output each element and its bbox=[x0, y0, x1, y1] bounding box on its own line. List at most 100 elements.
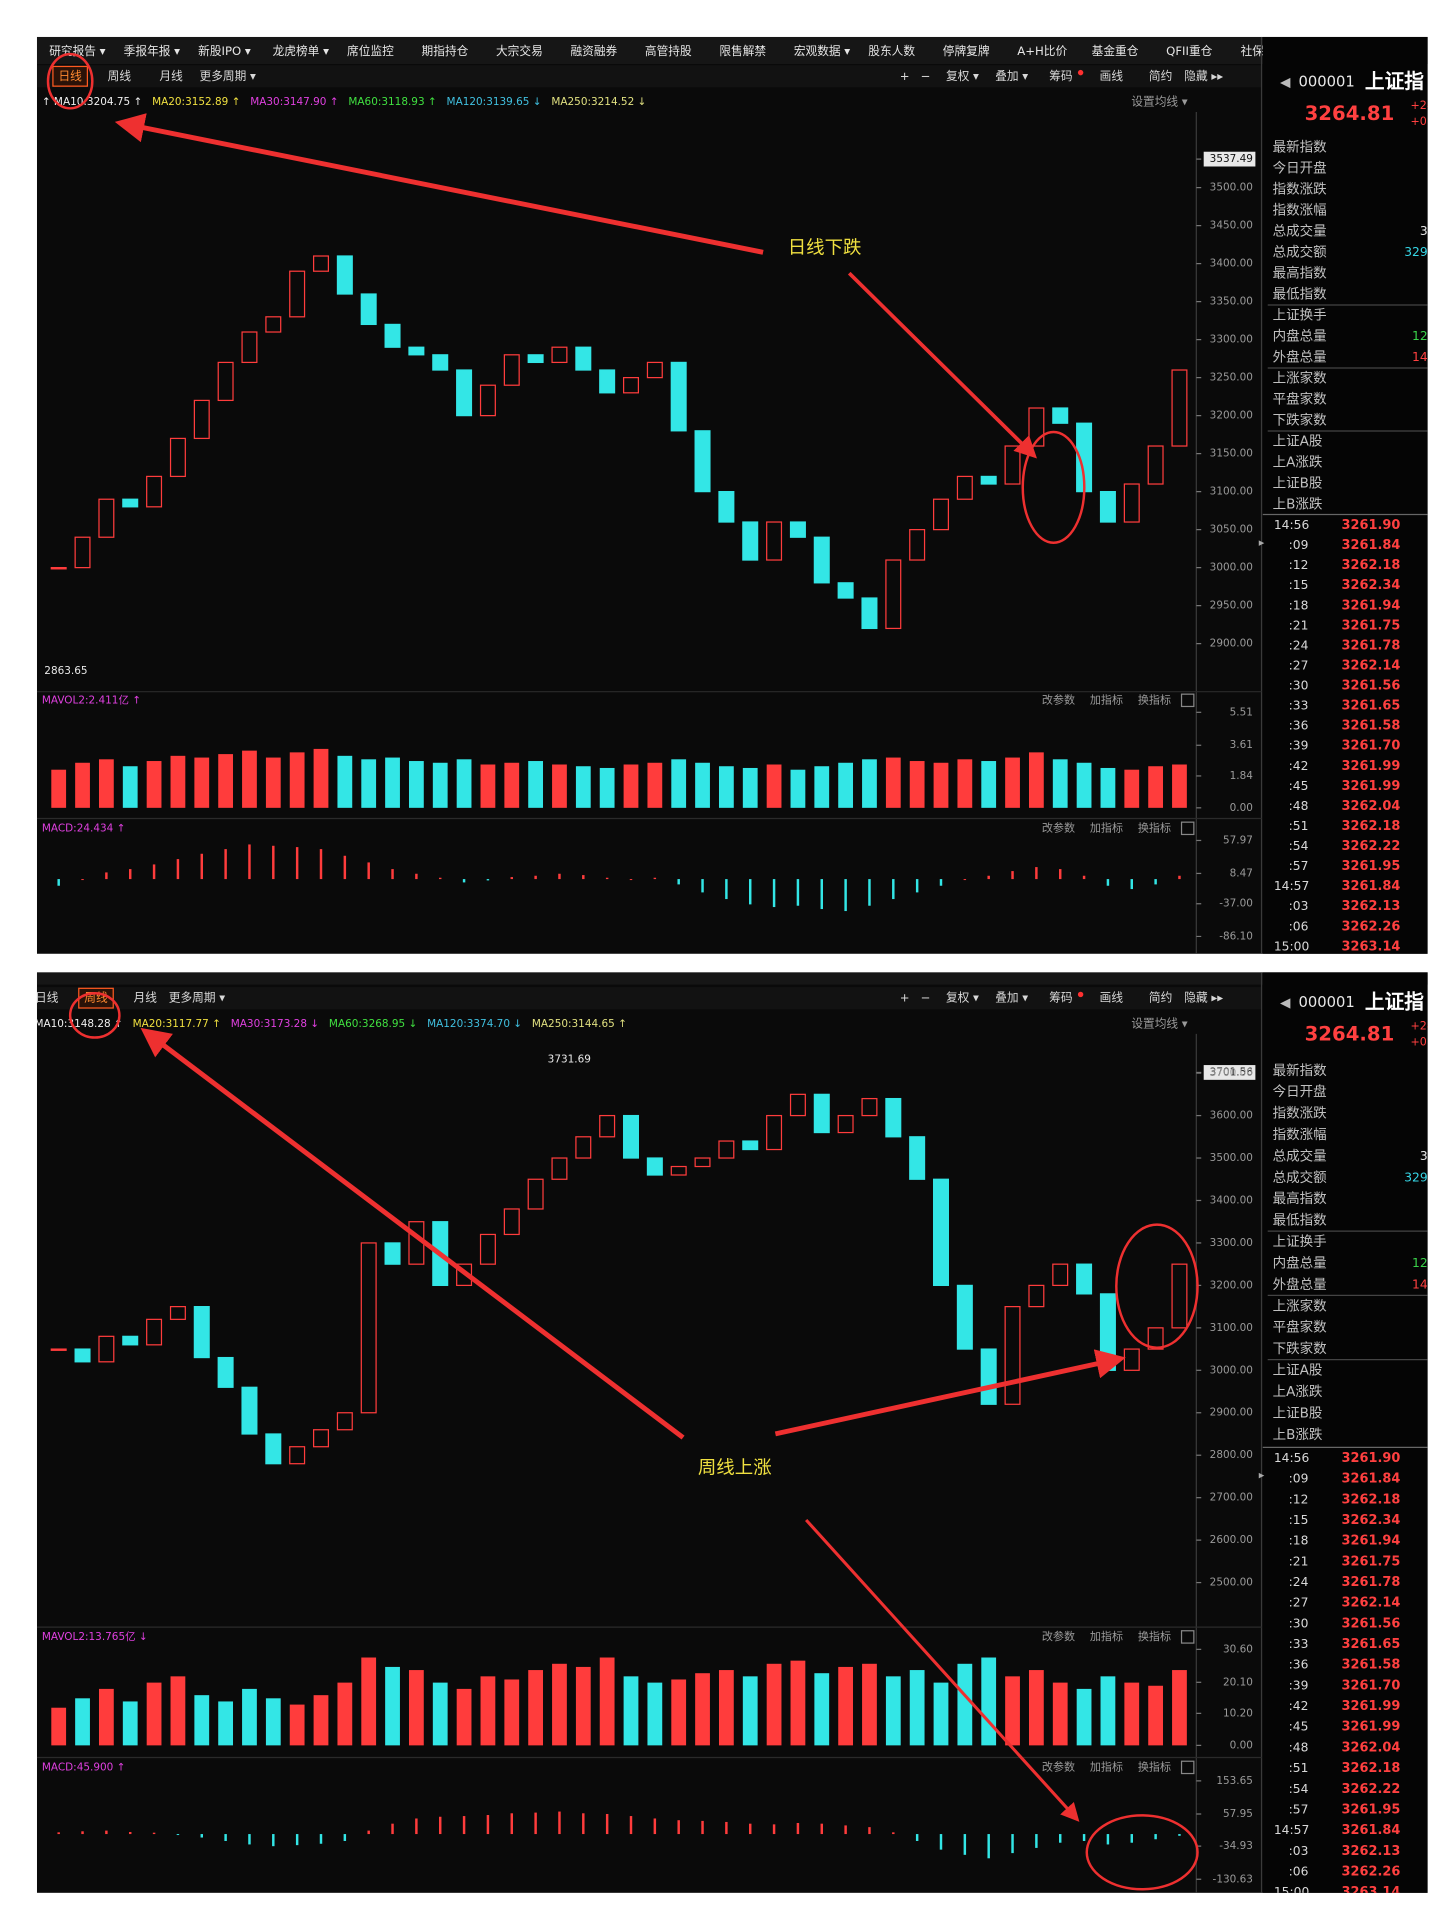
y-tick-label: 30.60 bbox=[1223, 1643, 1253, 1655]
panel-button[interactable]: 加指标 bbox=[1090, 1629, 1123, 1643]
panel-button[interactable]: 加指标 bbox=[1090, 1759, 1123, 1773]
candle bbox=[980, 1348, 997, 1405]
menu-item[interactable]: 季报年报 ▾ bbox=[124, 44, 180, 58]
volume-bar bbox=[1052, 1682, 1068, 1746]
y-tick-label: 2950.00 bbox=[1210, 600, 1253, 612]
panel-button[interactable]: 加指标 bbox=[1090, 692, 1123, 706]
candle bbox=[384, 1242, 401, 1265]
annotation: 周线上涨 bbox=[698, 1457, 772, 1478]
tool-button[interactable]: 隐藏 ▸▸ bbox=[1184, 991, 1223, 1005]
tool-button[interactable]: 简约 bbox=[1149, 991, 1172, 1005]
volume-bar bbox=[957, 1663, 973, 1746]
candle bbox=[718, 491, 735, 523]
macd-bar bbox=[391, 869, 394, 880]
volume-bar bbox=[122, 1701, 138, 1746]
panel-button[interactable]: 改参数 bbox=[1042, 820, 1075, 834]
y-tick-label: 3300.00 bbox=[1210, 1237, 1253, 1249]
macd-bar bbox=[129, 1831, 132, 1835]
alert-dot bbox=[1077, 991, 1084, 998]
y-tick-label: 3000.00 bbox=[1210, 1364, 1253, 1376]
panel-button[interactable]: 换指标 bbox=[1138, 692, 1171, 706]
tool-button[interactable]: + bbox=[900, 69, 910, 83]
stat-label: 上A涨跌 bbox=[1273, 454, 1323, 470]
macd-bar bbox=[987, 875, 990, 880]
tool-button[interactable]: 复权 ▾ bbox=[946, 69, 979, 83]
period-tab[interactable]: 周线 bbox=[108, 69, 132, 83]
tool-button[interactable]: 叠加 ▾ bbox=[995, 69, 1028, 83]
period-tab[interactable]: 日线 bbox=[35, 991, 59, 1005]
panel-button[interactable]: 换指标 bbox=[1138, 1629, 1171, 1643]
panel-button[interactable]: 换指标 bbox=[1138, 1759, 1171, 1773]
tool-button[interactable]: 筹码 bbox=[1049, 991, 1072, 1005]
menu-item[interactable]: 股东人数 bbox=[868, 44, 915, 58]
candle bbox=[766, 521, 783, 561]
panel-button[interactable]: 换指标 bbox=[1138, 820, 1171, 834]
candle bbox=[98, 498, 115, 538]
volume-bar bbox=[1076, 1688, 1092, 1746]
volume-title: MAVOL2:2.411亿 ↑ bbox=[42, 693, 141, 706]
volume-bar bbox=[242, 1688, 257, 1746]
menu-item[interactable]: 融资融券 bbox=[570, 44, 617, 58]
tick-price: 3261.58 bbox=[1342, 1658, 1401, 1673]
tool-button[interactable]: − bbox=[921, 991, 931, 1005]
macd-bar bbox=[1035, 867, 1038, 880]
candle bbox=[670, 361, 687, 432]
stat-label: 下跌家数 bbox=[1273, 411, 1328, 428]
period-tab[interactable]: 月线 bbox=[159, 69, 183, 83]
tool-button[interactable]: 隐藏 ▸▸ bbox=[1184, 69, 1223, 83]
period-tab[interactable]: 更多周期 ▾ bbox=[169, 991, 225, 1005]
tick-time: :48 bbox=[1289, 1740, 1309, 1754]
menu-item[interactable]: 基金重仓 bbox=[1092, 44, 1139, 58]
menu-item[interactable]: A+H比价 bbox=[1017, 44, 1067, 58]
candle bbox=[599, 369, 616, 394]
tool-button[interactable]: 叠加 ▾ bbox=[995, 991, 1028, 1005]
menu-item[interactable]: 大宗交易 bbox=[496, 44, 543, 58]
menu-item[interactable]: QFII重仓 bbox=[1166, 44, 1213, 58]
tick-price: 3261.84 bbox=[1342, 538, 1401, 553]
volume-bar bbox=[361, 1657, 377, 1746]
tool-button[interactable]: − bbox=[921, 69, 931, 83]
tool-button[interactable]: 简约 bbox=[1149, 69, 1172, 83]
menu-item[interactable]: 停牌复牌 bbox=[943, 44, 990, 58]
tool-button[interactable]: 复权 ▾ bbox=[946, 991, 979, 1005]
menu-item[interactable]: 新股IPO ▾ bbox=[198, 44, 251, 58]
menu-item[interactable]: 期指持仓 bbox=[422, 44, 469, 58]
panel-button[interactable]: 改参数 bbox=[1042, 692, 1075, 706]
macd-bar bbox=[81, 879, 84, 881]
panel-button[interactable]: 改参数 bbox=[1042, 1759, 1075, 1773]
menu-item[interactable]: 高管持股 bbox=[645, 44, 692, 58]
candle bbox=[146, 475, 163, 508]
panel-button[interactable]: 改参数 bbox=[1042, 1629, 1075, 1643]
tool-button[interactable]: 画线 bbox=[1100, 991, 1124, 1005]
period-tab[interactable]: 更多周期 ▾ bbox=[200, 69, 256, 83]
tick-time: :54 bbox=[1289, 1782, 1309, 1796]
tool-button[interactable]: + bbox=[900, 991, 910, 1005]
volume-bar bbox=[575, 766, 591, 808]
highlight-circle bbox=[1085, 1814, 1199, 1891]
macd-bar bbox=[1059, 869, 1062, 880]
menu-item[interactable]: 限售解禁 bbox=[719, 44, 766, 58]
stat-label: 今日开盘 bbox=[1273, 1083, 1327, 1100]
volume-bar bbox=[814, 1673, 830, 1746]
candle bbox=[861, 1097, 878, 1117]
candle bbox=[813, 536, 830, 584]
menu-item[interactable]: 宏观数据 ▾ bbox=[794, 44, 850, 58]
tick-price: 3262.14 bbox=[1342, 658, 1401, 673]
stat-label: 总成交额 bbox=[1273, 1169, 1328, 1186]
menu-item[interactable]: 席位监控 bbox=[347, 44, 394, 58]
period-tab[interactable]: 月线 bbox=[134, 991, 158, 1005]
active-period-box bbox=[52, 65, 89, 87]
period-tab[interactable]: 日线 bbox=[58, 69, 82, 83]
macd-bar bbox=[701, 1820, 704, 1835]
y-tick-label: 3.61 bbox=[1230, 739, 1253, 751]
tool-button[interactable]: 筹码 bbox=[1049, 69, 1072, 83]
macd-bar bbox=[605, 1813, 609, 1835]
panel-button[interactable]: 加指标 bbox=[1090, 820, 1123, 834]
stat-label: 上证A股 bbox=[1273, 433, 1323, 449]
volume-bar bbox=[289, 752, 305, 808]
tick-time: :48 bbox=[1289, 799, 1309, 813]
macd-bar bbox=[653, 877, 657, 880]
tool-button[interactable]: 画线 bbox=[1100, 69, 1124, 83]
macd-bar bbox=[820, 879, 823, 910]
menu-item[interactable]: 龙虎榜单 ▾ bbox=[273, 44, 329, 58]
